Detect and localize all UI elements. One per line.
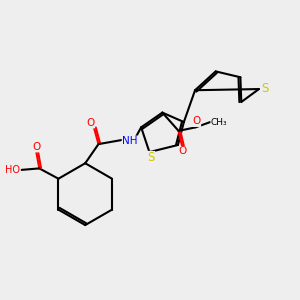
Text: NH: NH [122, 136, 138, 146]
Text: O: O [178, 146, 187, 157]
Text: S: S [147, 152, 155, 164]
Text: HO: HO [5, 165, 20, 175]
Text: O: O [192, 116, 201, 126]
Text: S: S [262, 82, 269, 95]
Text: CH₃: CH₃ [211, 118, 227, 127]
Text: O: O [86, 118, 94, 128]
Text: O: O [32, 142, 41, 152]
